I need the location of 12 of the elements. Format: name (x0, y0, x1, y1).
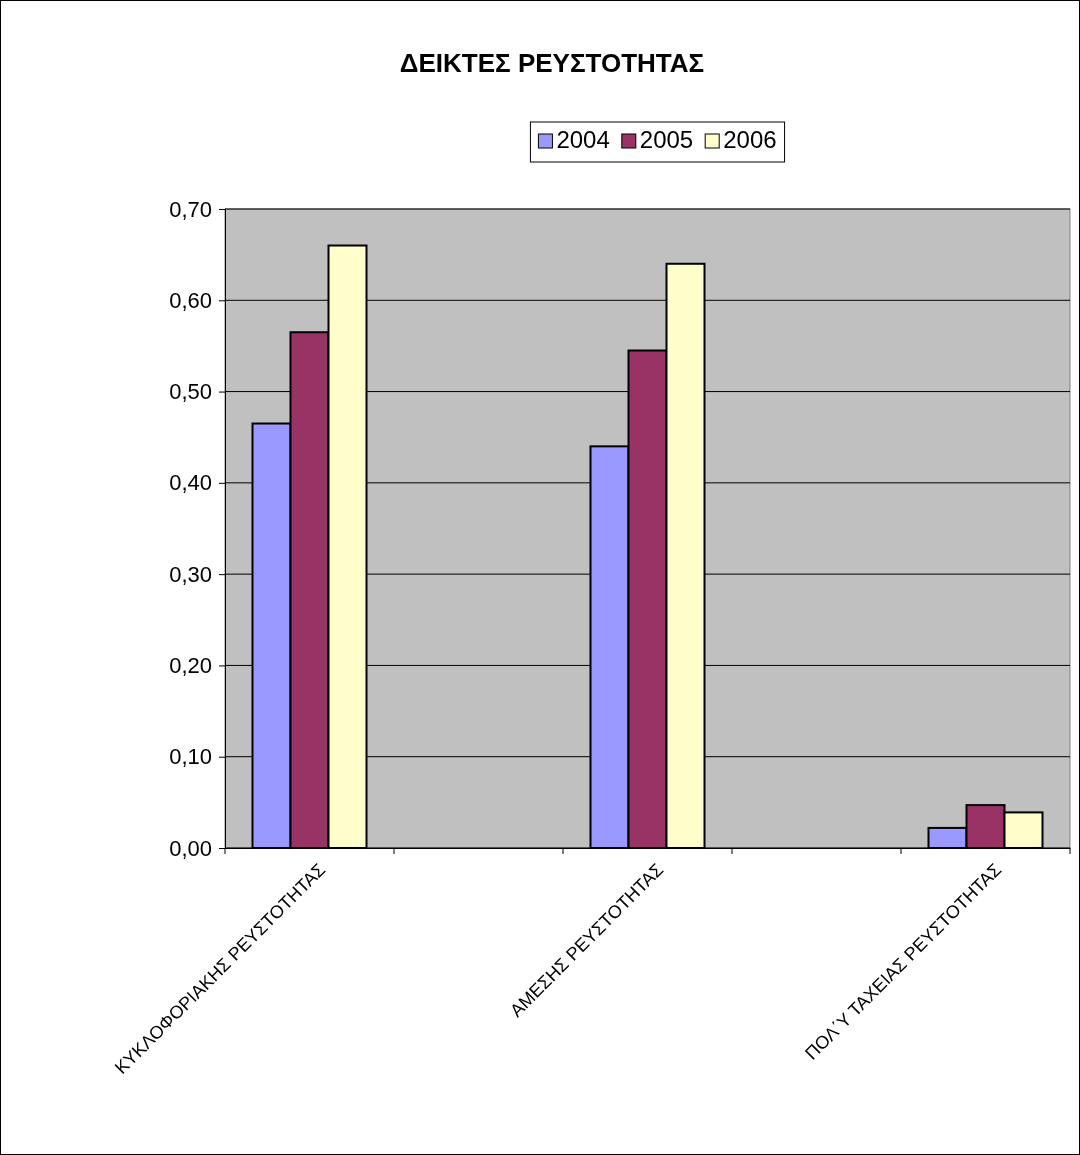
y-tick-label: 0,00 (169, 835, 212, 861)
y-tick-label: 0,30 (169, 561, 212, 587)
y-tick-label: 0,10 (169, 744, 212, 770)
y-tick-label: 0,60 (169, 287, 212, 313)
y-tick-label: 0,50 (169, 379, 212, 405)
legend-label: 2005 (639, 126, 694, 153)
y-tick-label: 0,70 (169, 196, 212, 222)
y-tick-label: 0,40 (169, 470, 212, 496)
legend-label: 2004 (556, 126, 610, 153)
legend-label: 2006 (723, 126, 777, 153)
chart-title: ΔΕΙΚΤΕΣ ΡΕΥΣΤΟΤΗΤΑΣ (399, 48, 705, 78)
y-tick-label: 0,20 (169, 652, 212, 678)
